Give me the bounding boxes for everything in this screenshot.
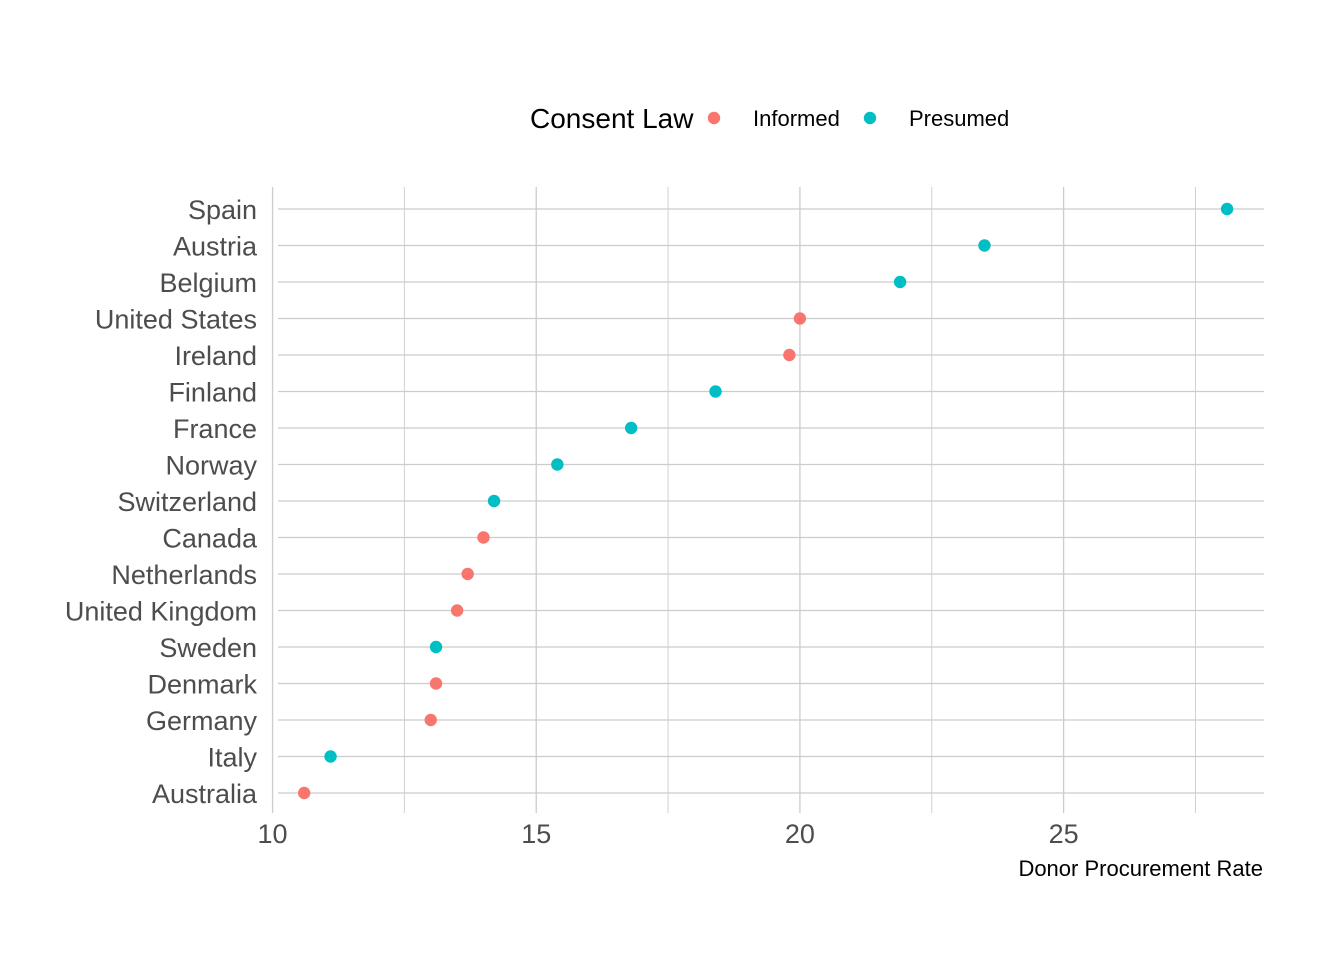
legend-entries: Informed Presumed bbox=[707, 106, 1009, 131]
data-point-sweden bbox=[429, 640, 443, 654]
y-tick-label-netherlands: Netherlands bbox=[111, 560, 257, 590]
y-tick-label-switzerland: Switzerland bbox=[117, 487, 257, 517]
legend-key-informed bbox=[707, 111, 721, 125]
y-tick-label-united-states: United States bbox=[95, 305, 257, 335]
legend: Consent Law Informed Presumed bbox=[530, 103, 1009, 134]
y-tick-label-norway: Norway bbox=[165, 451, 257, 481]
data-point-austria bbox=[978, 239, 991, 252]
y-tick-label-finland: Finland bbox=[168, 378, 257, 408]
y-tick-label-france: France bbox=[173, 414, 257, 444]
data-point-united-states bbox=[793, 312, 807, 325]
data-point-switzerland bbox=[487, 494, 501, 508]
data-point-italy bbox=[324, 750, 337, 763]
legend-label-presumed: Presumed bbox=[909, 106, 1009, 131]
data-point-canada bbox=[477, 531, 490, 544]
data-points bbox=[297, 202, 1234, 800]
x-tick-label: 10 bbox=[258, 819, 288, 849]
data-point-spain bbox=[1220, 202, 1234, 216]
data-point-france bbox=[624, 421, 638, 435]
y-tick-label-austria: Austria bbox=[173, 232, 258, 262]
y-tick-label-spain: Spain bbox=[188, 195, 257, 225]
y-axis-tick-labels: Spain Austria Belgium United States Ireland F… bbox=[65, 195, 258, 809]
legend-title: Consent Law bbox=[530, 103, 694, 134]
data-point-belgium bbox=[893, 275, 907, 289]
gridlines bbox=[271, 187, 1264, 813]
data-point-united-kingdom bbox=[450, 604, 464, 617]
x-tick-label: 20 bbox=[785, 819, 815, 849]
data-point-ireland bbox=[783, 348, 796, 362]
y-tick-label-sweden: Sweden bbox=[159, 633, 257, 663]
x-tick-label: 25 bbox=[1049, 819, 1079, 849]
data-point-germany bbox=[424, 713, 437, 727]
x-axis-label: Donor Procurement Rate bbox=[1018, 856, 1263, 881]
data-point-norway bbox=[551, 458, 564, 471]
x-axis-tick-labels: 10 15 20 25 bbox=[258, 819, 1079, 849]
y-tick-label-australia: Australia bbox=[152, 779, 258, 809]
y-tick-label-canada: Canada bbox=[162, 524, 258, 554]
data-point-netherlands bbox=[461, 567, 474, 581]
y-tick-label-italy: Italy bbox=[207, 743, 257, 773]
data-point-denmark bbox=[429, 677, 443, 690]
y-tick-label-belgium: Belgium bbox=[159, 268, 257, 298]
legend-label-informed: Informed bbox=[753, 106, 840, 131]
data-point-australia bbox=[297, 786, 311, 800]
x-tick-label: 15 bbox=[521, 819, 551, 849]
legend-key-presumed bbox=[863, 111, 877, 125]
y-tick-label-united-kingdom: United Kingdom bbox=[65, 597, 257, 627]
data-point-finland bbox=[709, 385, 722, 398]
y-tick-label-denmark: Denmark bbox=[147, 670, 257, 700]
y-tick-label-germany: Germany bbox=[146, 706, 258, 736]
y-tick-label-ireland: Ireland bbox=[174, 341, 257, 371]
